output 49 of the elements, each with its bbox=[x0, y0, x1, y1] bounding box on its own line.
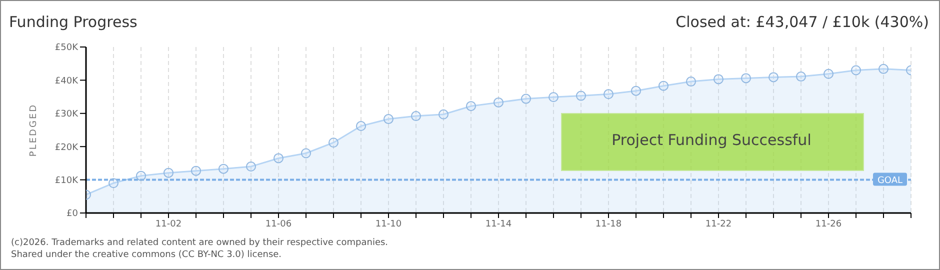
point bbox=[796, 72, 806, 82]
y-tick-label: £40K bbox=[54, 76, 80, 86]
chart-title: Funding Progress bbox=[9, 13, 138, 31]
x-tick-label: 11-02 bbox=[155, 219, 182, 230]
y-axis-title: PLEDGED bbox=[29, 103, 40, 157]
point bbox=[658, 80, 668, 91]
point bbox=[548, 92, 558, 102]
x-tick-label: 11-26 bbox=[815, 219, 842, 230]
y-tick-label: £20K bbox=[54, 142, 80, 153]
point bbox=[411, 111, 421, 122]
x-tick-label: 11-14 bbox=[485, 219, 512, 230]
point bbox=[521, 94, 531, 104]
point bbox=[768, 72, 778, 82]
point bbox=[218, 164, 228, 174]
point bbox=[438, 109, 448, 120]
y-tick-label: £0 bbox=[66, 209, 78, 220]
point bbox=[164, 168, 174, 178]
point bbox=[301, 148, 311, 158]
y-tick-label: £10K bbox=[54, 176, 80, 186]
point bbox=[494, 97, 504, 108]
point bbox=[576, 90, 586, 101]
x-tick-label: 11-18 bbox=[595, 219, 622, 230]
point bbox=[741, 73, 751, 84]
x-tick-label: 11-06 bbox=[265, 219, 292, 230]
y-tick-label: £30K bbox=[54, 110, 80, 120]
point bbox=[824, 68, 834, 79]
x-tick-label: 11-10 bbox=[375, 219, 402, 230]
point bbox=[466, 101, 476, 112]
x-tick-label: 11-22 bbox=[705, 219, 732, 230]
text: Shared under the creative commons (CC BY-NC 3.0) license. bbox=[11, 249, 283, 261]
point bbox=[878, 64, 888, 74]
point bbox=[631, 86, 641, 96]
point bbox=[356, 121, 366, 132]
point bbox=[108, 178, 118, 188]
ref-line-label: GOAL bbox=[877, 176, 903, 186]
y-tick-label: £50K bbox=[54, 43, 80, 54]
point bbox=[686, 76, 696, 87]
point bbox=[136, 170, 146, 181]
point bbox=[384, 114, 394, 124]
annotation: Project Funding Successful bbox=[610, 131, 812, 149]
point bbox=[604, 89, 614, 100]
text: (c)2026. Trademarks and related content are owned by their respective companies. bbox=[11, 237, 388, 249]
point bbox=[851, 65, 861, 76]
point bbox=[274, 153, 284, 164]
point bbox=[328, 138, 338, 148]
point bbox=[191, 166, 201, 176]
point bbox=[246, 162, 256, 172]
point bbox=[714, 74, 724, 84]
chart-subtitle: Closed at: £43,047 / £10k (430%) bbox=[676, 13, 929, 31]
